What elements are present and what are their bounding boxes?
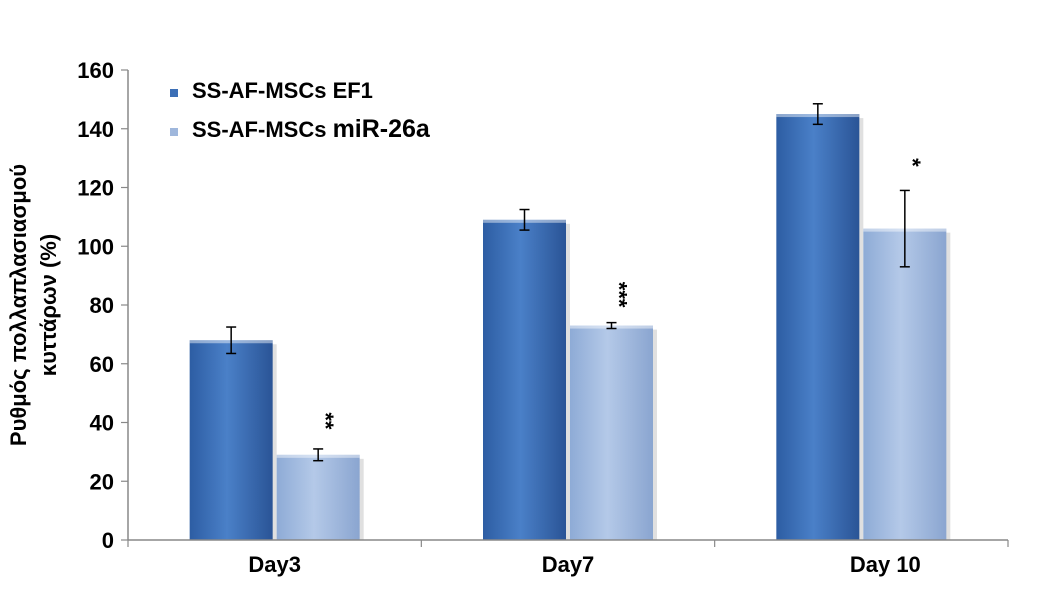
bar	[189, 340, 273, 540]
y-tick-label: 160	[77, 58, 114, 83]
legend-swatch	[170, 89, 178, 97]
bar	[776, 114, 860, 540]
x-category-label: Day3	[248, 552, 301, 577]
y-tick-label: 80	[90, 293, 114, 318]
legend-label: SS-AF-MSCs EF1	[192, 78, 373, 103]
x-category-label: Day7	[542, 552, 595, 577]
y-tick-label: 120	[77, 176, 114, 201]
significance-label: ***	[607, 282, 632, 308]
x-category-label: Day 10	[850, 552, 921, 577]
y-tick-label: 100	[77, 234, 114, 259]
y-tick-label: 20	[90, 469, 114, 494]
legend: SS-AF-MSCs EF1 SS-AF-MSCs miR-26a	[170, 78, 431, 143]
y-tick-label: 140	[77, 117, 114, 142]
y-tick-label: 60	[90, 352, 114, 377]
y-tick-label: 0	[102, 528, 114, 553]
bar	[276, 454, 360, 540]
bar	[570, 325, 653, 540]
x-axis-labels: Day3 Day7 Day 10	[248, 552, 920, 577]
bar	[483, 219, 566, 540]
y-axis-title-line: κυττάρων (%)	[36, 234, 61, 376]
bars-layer: ******	[189, 103, 951, 540]
y-axis-title-line: Ρυθμός πολλαπλασιασμού	[6, 164, 31, 446]
significance-label: *	[900, 158, 925, 167]
y-tick-label: 40	[90, 411, 114, 436]
y-axis-ticks: 0 20 40 60 80 100 120 140 160	[77, 58, 128, 553]
axes-layer	[127, 70, 1009, 547]
legend-swatch	[170, 128, 178, 136]
legend-label: SS-AF-MSCs miR-26a	[192, 115, 431, 143]
significance-label: **	[313, 412, 338, 430]
bar	[863, 228, 947, 540]
y-axis-title: Ρυθμός πολλαπλασιασμού κυττάρων (%)	[6, 164, 61, 446]
